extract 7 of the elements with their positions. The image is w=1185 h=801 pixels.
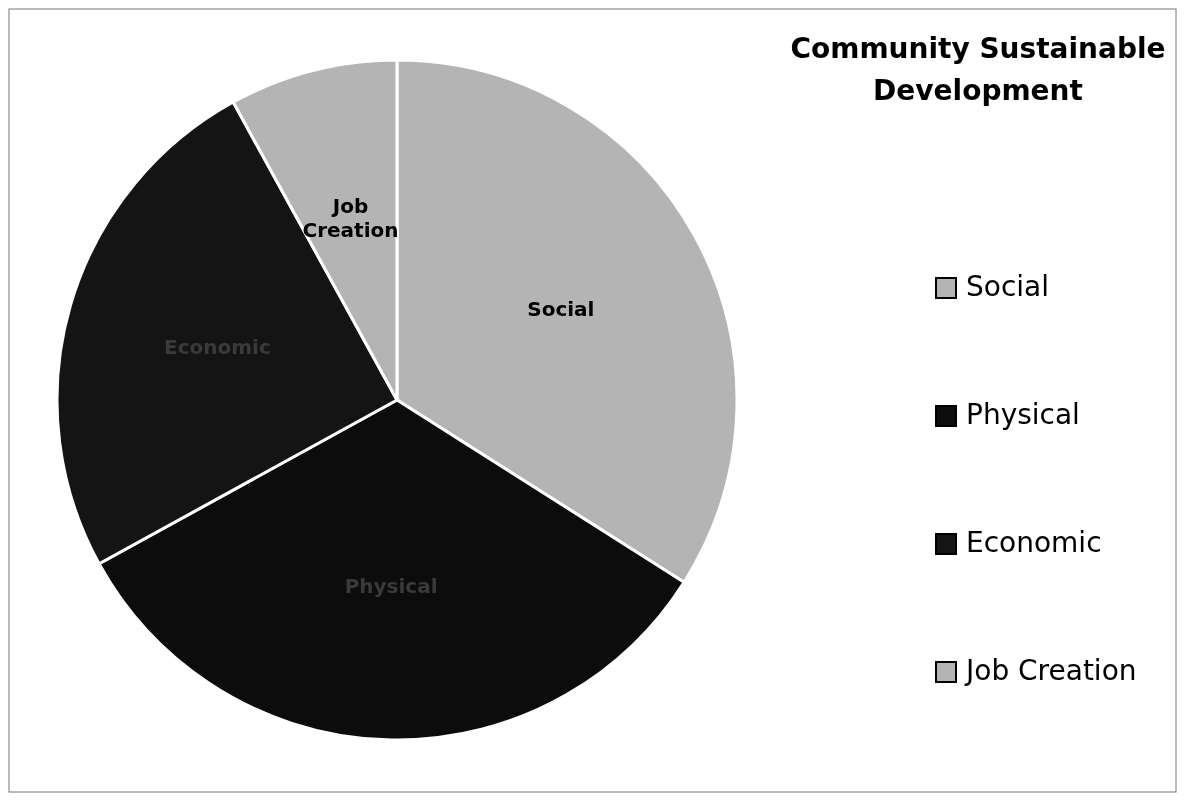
legend-label: Physical: [966, 398, 1080, 431]
chart-title: Community Sustainable Development: [790, 32, 1166, 107]
legend-label: Social: [966, 270, 1050, 303]
legend-label: Job Creation: [964, 654, 1137, 687]
slice-label: Job Creation: [302, 193, 399, 242]
slice-label: Social: [527, 296, 595, 321]
legend-label: Economic: [966, 526, 1102, 559]
